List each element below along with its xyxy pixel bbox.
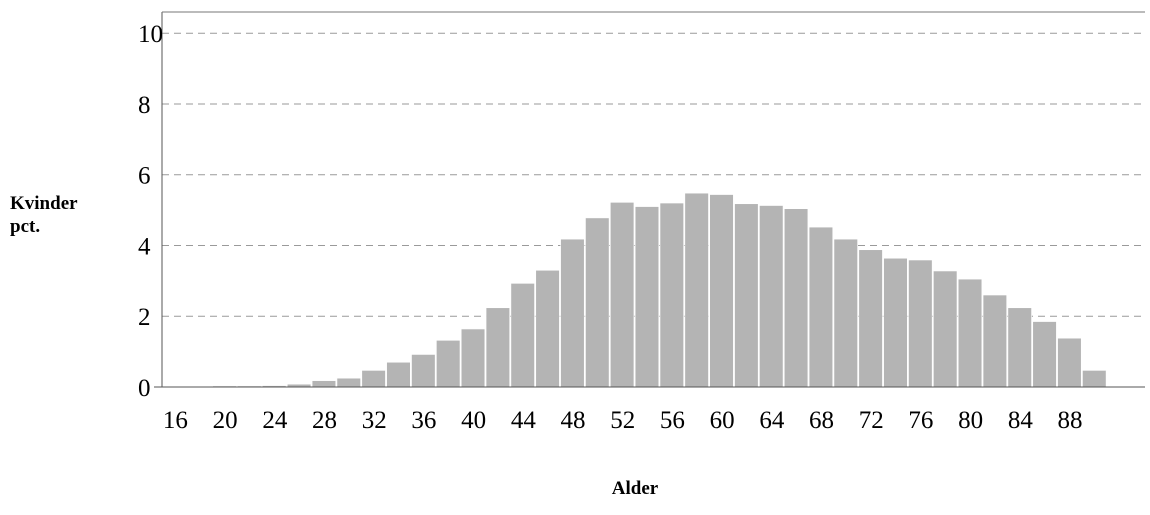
x-tick-label-84: 84 — [1008, 407, 1034, 434]
bar-age-46 — [535, 269, 560, 388]
x-tick-label-72: 72 — [859, 407, 884, 434]
bars — [162, 192, 1107, 388]
x-tick-label-36: 36 — [411, 407, 436, 434]
bar-age-62 — [734, 203, 759, 388]
bar-age-72 — [858, 249, 883, 388]
y-tick-labels: 0 2 4 6 8 10 — [138, 21, 163, 402]
bar-age-44 — [510, 283, 535, 388]
x-tick-label-52: 52 — [610, 407, 635, 434]
bar-age-42 — [485, 307, 510, 388]
x-tick-label-28: 28 — [312, 407, 337, 434]
bar-age-40 — [460, 328, 486, 388]
y-tick-label-6: 6 — [138, 163, 151, 190]
x-tick-label-20: 20 — [213, 407, 238, 434]
y-tick-label-0: 0 — [138, 375, 151, 402]
axes — [154, 11, 1145, 388]
bar-age-28 — [311, 380, 337, 388]
bar-age-34 — [386, 361, 411, 388]
y-axis-label-line-2: pct. — [10, 216, 41, 237]
bar-age-30 — [336, 377, 361, 388]
bar-age-74 — [883, 257, 908, 388]
bar-age-60 — [709, 194, 734, 388]
y-tick-label-8: 8 — [138, 92, 151, 119]
bar-age-76 — [908, 259, 933, 388]
bar-age-66 — [783, 208, 809, 388]
bar-age-48 — [560, 238, 585, 388]
y-tick-label-2: 2 — [138, 304, 151, 331]
bar-age-36 — [411, 354, 436, 388]
y-tick-label-10: 10 — [138, 21, 163, 48]
bar-age-70 — [833, 238, 858, 388]
x-axis-label: Alder — [611, 478, 659, 499]
x-tick-label-88: 88 — [1058, 407, 1083, 434]
bar-age-78 — [933, 270, 958, 388]
x-tick-label-56: 56 — [660, 407, 685, 434]
bar-age-58 — [684, 192, 709, 388]
x-tick-label-68: 68 — [809, 407, 834, 434]
bar-age-86 — [1032, 321, 1057, 388]
x-tick-label-48: 48 — [561, 407, 586, 434]
bar-age-64 — [759, 205, 784, 388]
x-tick-label-64: 64 — [759, 407, 785, 434]
bar-age-50 — [585, 217, 610, 388]
bar-age-84 — [1007, 307, 1032, 388]
x-tick-label-40: 40 — [461, 407, 486, 434]
bar-age-56 — [659, 202, 684, 388]
bar-age-32 — [361, 370, 386, 388]
bar-age-88 — [1057, 337, 1082, 388]
x-tick-label-32: 32 — [362, 407, 387, 434]
bar-age-90 — [1082, 370, 1107, 388]
x-tick-label-24: 24 — [262, 407, 288, 434]
x-tick-label-44: 44 — [511, 407, 537, 434]
bar-age-52 — [609, 202, 635, 388]
x-tick-label-76: 76 — [908, 407, 933, 434]
y-tick-label-4: 4 — [138, 233, 151, 260]
bar-age-68 — [808, 226, 834, 388]
x-tick-labels: 16 20 24 28 32 36 40 44 48 52 56 60 64 68 72 76 80 84 88 — [163, 407, 1083, 434]
x-tick-label-60: 60 — [710, 407, 735, 434]
x-tick-label-80: 80 — [958, 407, 983, 434]
bar-age-80 — [957, 278, 983, 388]
bar-age-82 — [982, 294, 1007, 388]
x-tick-label-16: 16 — [163, 407, 188, 434]
bar-age-54 — [634, 206, 660, 388]
bar-age-38 — [436, 340, 461, 388]
y-axis-label-line-1: Kvinder — [10, 193, 78, 214]
